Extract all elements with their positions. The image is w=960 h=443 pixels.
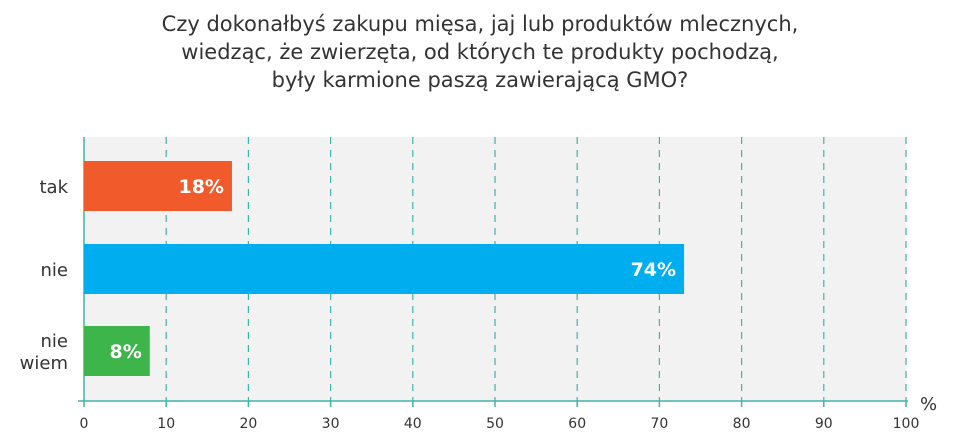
bar-value-label: 8% — [109, 341, 141, 363]
x-tick-label: 30 — [322, 416, 340, 432]
x-tick-label: 70 — [650, 416, 668, 432]
category-label: tak — [39, 177, 68, 198]
bar — [84, 326, 150, 376]
x-tick-label: 90 — [815, 416, 833, 432]
category-label: nie — [41, 260, 68, 281]
category-label: nie — [41, 331, 68, 352]
bar-value-label: 18% — [178, 176, 223, 198]
bar — [84, 244, 685, 294]
x-tick-label: 60 — [568, 416, 586, 432]
x-tick-label: 0 — [80, 416, 89, 432]
bar-value-label: 74% — [631, 259, 676, 281]
x-tick-label: 50 — [486, 416, 504, 432]
x-tick-label: 80 — [733, 416, 751, 432]
title-line: Czy dokonałbyś zakupu mięsa, jaj lub pro… — [161, 12, 799, 36]
title-line: wiedząc, że zwierzęta, od których te pro… — [181, 40, 779, 64]
x-axis-unit-label: % — [920, 394, 937, 415]
x-tick-label: 40 — [404, 416, 422, 432]
bar — [84, 161, 232, 211]
title-line: były karmione paszą zawierającą GMO? — [271, 68, 689, 92]
x-tick-label: 100 — [893, 416, 920, 432]
x-tick-label: 10 — [157, 416, 175, 432]
x-tick-label: 20 — [239, 416, 257, 432]
chart-title: Czy dokonałbyś zakupu mięsa, jaj lub pro… — [0, 10, 960, 94]
category-label: wiem — [20, 353, 68, 374]
